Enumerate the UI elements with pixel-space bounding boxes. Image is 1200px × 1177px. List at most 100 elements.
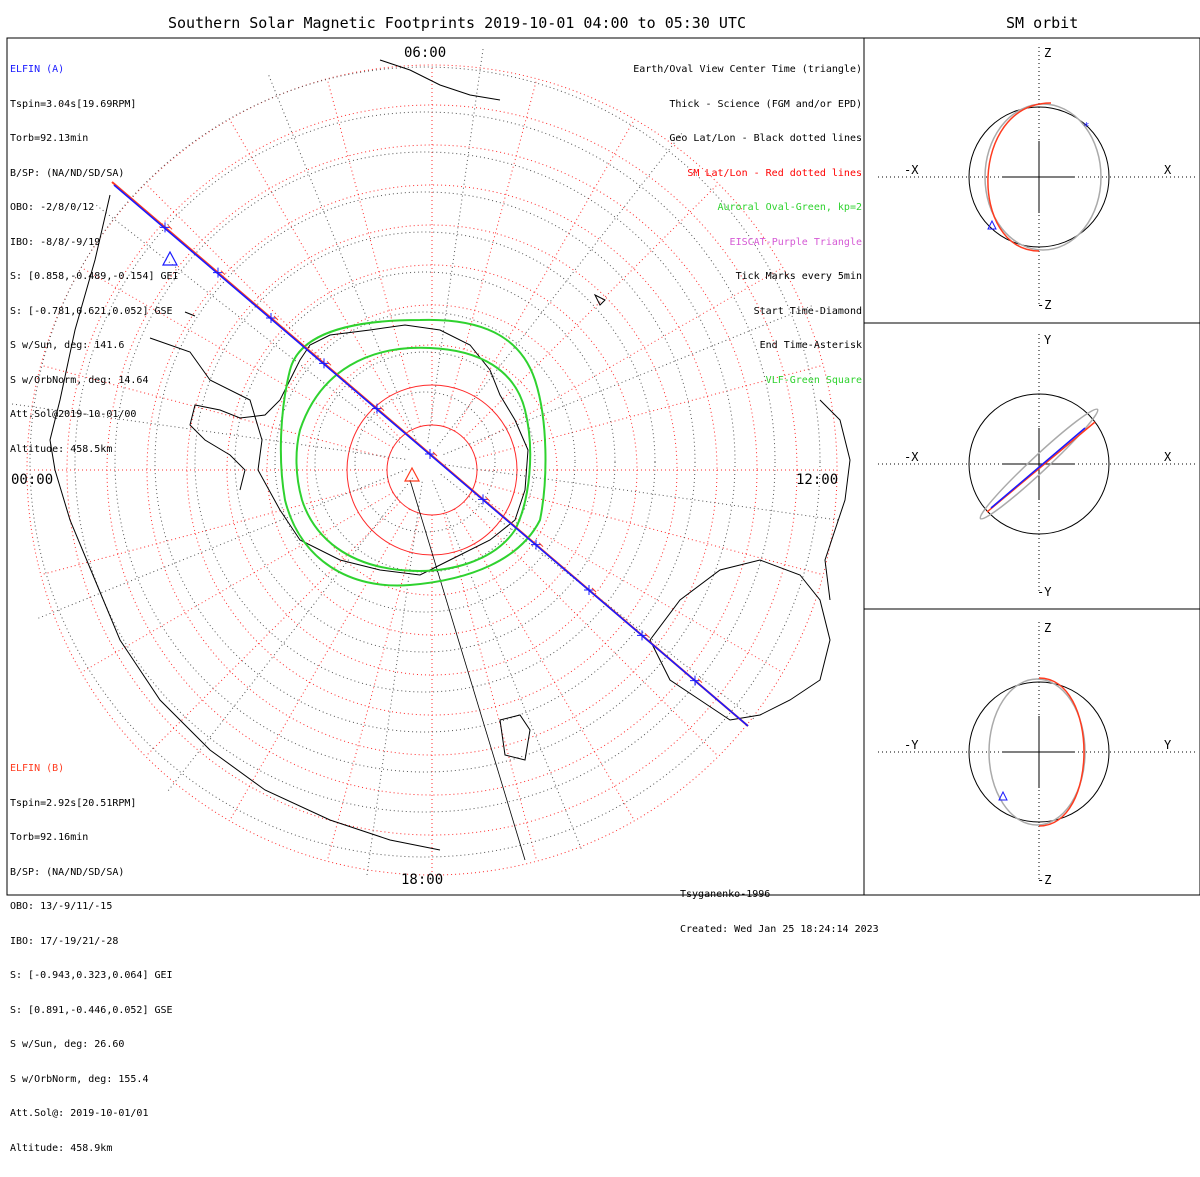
elfin-b-tick <box>591 587 597 593</box>
panel1-xlabel-pos: X <box>1164 163 1172 177</box>
elfin-a-tick <box>531 539 541 550</box>
legend-entry: End Time-Asterisk <box>759 340 862 351</box>
geo-lon-line <box>427 46 484 443</box>
coastline <box>593 293 606 306</box>
elfin-a-tick <box>690 675 700 686</box>
geo-lon-line <box>35 469 407 620</box>
sm-lat-circle <box>146 184 718 756</box>
elfin-a-line: B/SP: (NA/ND/SD/SA) <box>10 167 125 179</box>
legend-entry: SM Lat/Lon - Red dotted lines <box>687 167 862 179</box>
elfin-a-line: Att.Sol@2019-10-01/00 <box>10 409 137 420</box>
elfin-b-tick <box>379 406 385 412</box>
sm-lon-line <box>475 364 824 459</box>
coastline <box>819 399 851 601</box>
legend-entry: Geo Lat/Lon - Black dotted lines <box>669 133 862 144</box>
elfin-a-name: ELFIN (A) <box>10 64 65 75</box>
panel2-ylabel-pos: Y <box>1044 333 1052 347</box>
elfin-a-line: S: [-0.781,0.621,0.052] GSE <box>10 305 173 317</box>
orbit-red <box>1038 677 1085 827</box>
elfin-b-tick <box>220 270 226 276</box>
sm-lon-line <box>81 267 394 448</box>
elfin-b-tick <box>485 496 491 502</box>
page-title: Southern Solar Magnetic Footprints 2019-… <box>168 14 746 32</box>
coastline <box>379 59 501 101</box>
geo-lon-line <box>366 481 423 878</box>
geo-lat-circle <box>114 151 736 773</box>
elfin-b-tick <box>697 678 703 684</box>
elfin-b-tick <box>538 542 544 548</box>
earth-circle <box>968 106 1110 248</box>
elfin-b-line: Altitude: 458.9km <box>10 1142 113 1154</box>
geo-lon-line <box>166 477 414 794</box>
orbit-panel-xz-frame <box>863 37 1200 324</box>
sm-lon-line <box>145 501 401 757</box>
elfin-a-line: OBO: -2/8/0/12 <box>10 202 95 213</box>
coastline <box>149 324 529 576</box>
earth-circle <box>968 393 1110 535</box>
panel2-xlabel-neg: -X <box>904 450 919 464</box>
legend-entry: Tick Marks every 5min <box>735 271 862 282</box>
elfin-a-line: Torb=92.13min <box>10 133 89 144</box>
legend: Earth/Oval View Center Time (triangle) T… <box>633 41 862 409</box>
sm-lon-line <box>229 508 410 821</box>
geo-lon-line <box>436 130 684 447</box>
elfin-b-line: IBO: 17/-19/21/-28 <box>10 935 119 947</box>
elfin-b-line: S w/Sun, deg: 26.60 <box>10 1039 125 1050</box>
figure-svg: * 06:00 12:00 18:00 00:00 Z -Z -X X Y -Y… <box>6 37 1200 896</box>
legend-entry: Thick - Science (FGM and/or EPD) <box>669 98 862 110</box>
geo-lat-circle <box>274 311 576 613</box>
elfin-a-tick <box>478 494 488 505</box>
elfin-a-tick <box>266 313 276 323</box>
elfin-a-tick <box>425 449 435 459</box>
elfin-b-tick <box>432 451 438 457</box>
footer-model: Tsyganenko-1996 <box>680 889 771 900</box>
elfin-b-name: ELFIN (B) <box>10 763 65 774</box>
panel3-xlabel-neg: -Y <box>904 738 919 752</box>
elfin-a-line: S w/OrbNorm, deg: 14.64 <box>10 374 149 386</box>
footer-created: Created: Wed Jan 25 18:24:14 2023 <box>680 923 879 935</box>
mlt-label-top: 06:00 <box>404 45 446 61</box>
sm-lon-line <box>443 78 538 427</box>
panel1-xlabel-neg: -X <box>904 163 919 177</box>
geo-lat-circle <box>194 231 656 693</box>
mlt-label-bottom: 18:00 <box>401 872 443 888</box>
elfin-a-line: Tspin=3.04s[19.69RPM] <box>10 98 137 110</box>
elfin-a-tick <box>160 222 170 233</box>
elfin-b-line: S: [0.891,-0.446,0.052] GSE <box>10 1004 173 1016</box>
figure: * 06:00 12:00 18:00 00:00 Z -Z -X X Y -Y… <box>6 14 1200 1154</box>
orbit-panels: * <box>878 47 1196 882</box>
sm-lon-line <box>463 183 719 439</box>
sm-lon-line <box>40 481 389 576</box>
elfin-a-tick <box>213 267 223 278</box>
sm-lon-line <box>463 501 719 757</box>
elfin-b-info: ELFIN (B) Tspin=2.92s[20.51RPM] Torb=92.… <box>10 740 173 1177</box>
elfin-a-tick <box>319 358 329 369</box>
panel1-ylabel-neg: -Z <box>1037 298 1051 312</box>
elfin-b-center-triangle <box>403 466 421 482</box>
orbit-panel-xy-frame <box>863 322 1200 610</box>
sm-lon-line <box>454 508 635 821</box>
orbit-red <box>987 102 1052 252</box>
sm-lon-line <box>145 183 401 439</box>
legend-entry: Start Time-Diamond <box>753 305 862 317</box>
panel2-xlabel-pos: X <box>1164 450 1172 464</box>
coastline <box>49 194 441 851</box>
panel3-xlabel-pos: Y <box>1164 738 1172 752</box>
legend-entry: VLF-Green Square <box>765 374 862 386</box>
elfin-b-tick <box>273 315 279 321</box>
center-triangle <box>998 790 1008 801</box>
elfin-a-tick <box>372 403 382 414</box>
mlt-label-left: 00:00 <box>11 472 53 488</box>
panel1-ylabel-pos: Z <box>1044 46 1051 60</box>
geo-lon-line <box>267 72 418 444</box>
sm-lon-line <box>470 267 783 448</box>
sm-lat-circle <box>26 64 838 876</box>
center-triangle <box>987 219 997 230</box>
panel3-ylabel-neg: -Z <box>1037 873 1051 887</box>
elfin-b-line: Att.Sol@: 2019-10-01/01 <box>10 1108 149 1119</box>
elfin-a-line: Altitude: 458.5km <box>10 443 113 455</box>
auroral-oval-inner <box>295 346 532 572</box>
elfin-b-line: Tspin=2.92s[20.51RPM] <box>10 797 137 809</box>
sm-lon-line <box>229 119 410 432</box>
orbit-blue <box>990 427 1086 509</box>
